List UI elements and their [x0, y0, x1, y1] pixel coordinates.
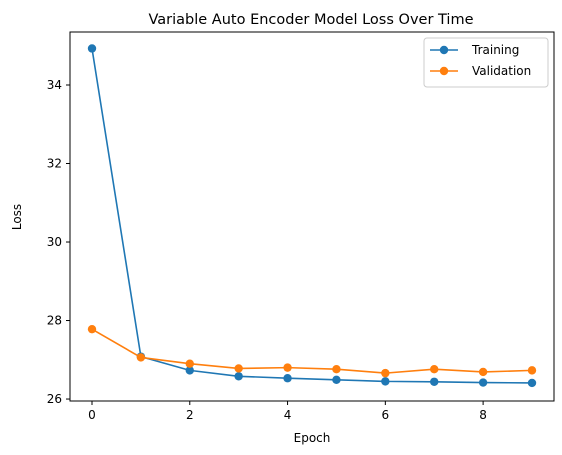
legend-entries: Training Validation	[430, 43, 531, 78]
chart-title: Variable Auto Encoder Model Loss Over Ti…	[148, 12, 473, 28]
legend-label: Training	[471, 43, 519, 57]
data-point	[185, 359, 194, 368]
y-axis: 26 28 30 32 34	[47, 78, 70, 406]
y-tick-label: 34	[47, 78, 62, 92]
legend-item-training: Training	[430, 43, 519, 57]
data-point	[87, 44, 97, 53]
plot-area: 0 2 4 6 8 26 28 30 32 34	[47, 31, 555, 422]
series-layer	[87, 44, 537, 388]
series-line	[91, 328, 533, 374]
data-point	[430, 365, 439, 374]
data-point	[430, 377, 439, 386]
data-point	[234, 364, 243, 373]
data-point	[527, 378, 537, 388]
x-tick-label: 8	[479, 408, 487, 422]
axes-frame	[69, 31, 555, 402]
y-axis-label: Loss	[10, 204, 24, 230]
data-point	[478, 378, 488, 387]
legend-item-validation: Validation	[430, 64, 531, 78]
series-line	[91, 48, 533, 384]
data-point	[332, 375, 341, 385]
x-tick-label: 2	[186, 408, 194, 422]
legend-label: Validation	[472, 64, 531, 78]
data-point	[478, 367, 488, 377]
x-axis-label: Epoch	[294, 431, 331, 445]
series-validation	[87, 324, 537, 378]
legend-marker	[439, 45, 449, 55]
series-training	[87, 44, 537, 388]
legend: Training Validation	[423, 37, 549, 88]
data-point	[332, 365, 341, 374]
x-axis: 0 2 4 6 8	[88, 401, 487, 422]
y-tick-label: 30	[47, 235, 62, 249]
x-tick-label: 0	[88, 408, 96, 422]
y-tick-label: 26	[47, 392, 62, 406]
y-tick-label: 28	[47, 314, 62, 328]
data-point	[87, 324, 97, 334]
x-tick-label: 4	[284, 408, 292, 422]
legend-marker	[439, 66, 449, 76]
data-point	[283, 374, 292, 383]
data-point	[381, 377, 390, 386]
data-point	[283, 363, 292, 372]
data-point	[381, 368, 390, 378]
data-point	[136, 353, 146, 362]
x-tick-label: 6	[382, 408, 390, 422]
data-point	[527, 366, 537, 375]
y-tick-label: 32	[47, 157, 62, 171]
data-point	[234, 372, 243, 381]
data-point	[185, 366, 194, 375]
